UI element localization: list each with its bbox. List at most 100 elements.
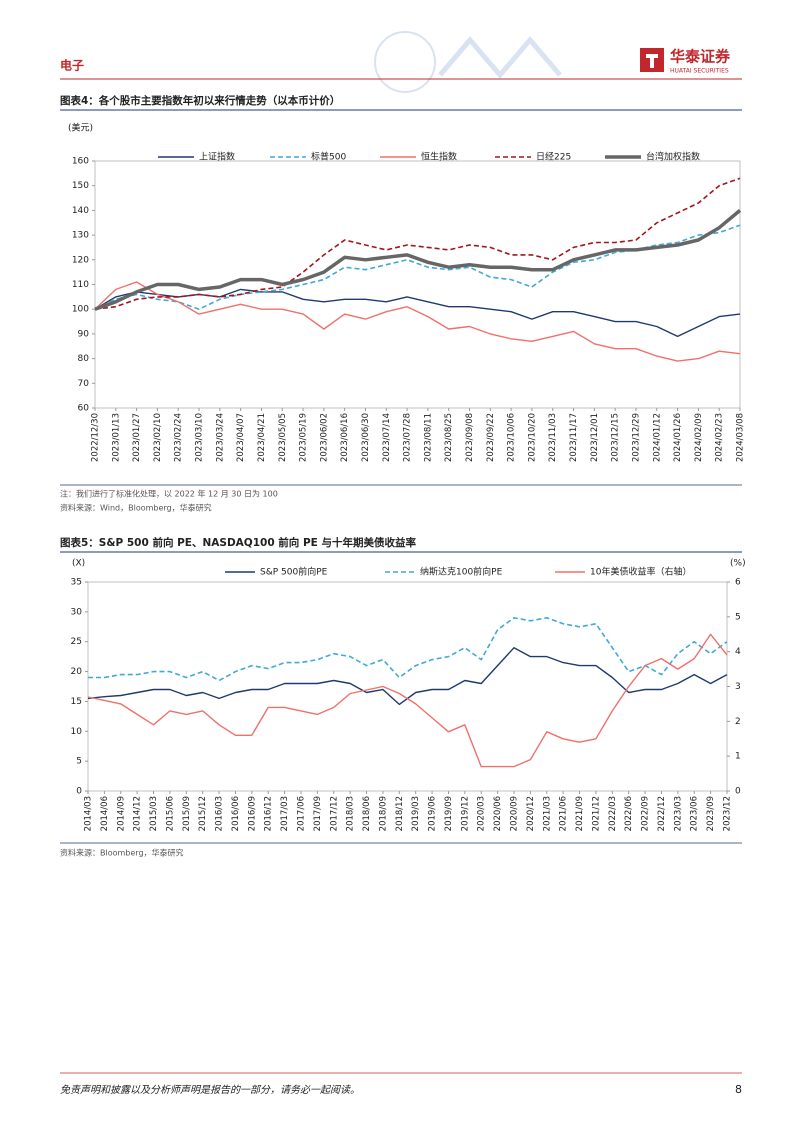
y-tick-label: 140 xyxy=(72,206,89,216)
x-tick-label: 2023/01/27 xyxy=(132,413,142,462)
x-tick-label: 2019/06 xyxy=(428,796,438,831)
y-tick-label: 100 xyxy=(72,305,89,315)
legend-label: 10年美债收益率（右轴） xyxy=(590,566,691,578)
y-tick-label: 90 xyxy=(78,329,90,339)
y-tick-label: 70 xyxy=(78,379,90,389)
chart-title: 图表4：各个股市主要指数年初以来行情走势（以本币计价） xyxy=(60,94,340,107)
x-tick-label: 2014/12 xyxy=(133,796,143,831)
x-tick-label: 2023/12/29 xyxy=(631,413,641,462)
logo-glyph xyxy=(646,54,658,68)
x-tick-label: 2023/07/28 xyxy=(403,413,413,462)
x-tick-label: 2024/01/26 xyxy=(673,413,683,462)
x-tick-label: 2019/03 xyxy=(411,796,421,831)
x-tick-label: 2016/09 xyxy=(247,796,257,831)
x-tick-label: 2020/06 xyxy=(493,796,503,831)
logo-text: 华泰证券 xyxy=(670,48,731,66)
y-tick-label: 5 xyxy=(76,757,82,767)
y-axis-label: (美元) xyxy=(68,122,93,134)
x-tick-label: 2023/10/20 xyxy=(527,413,537,462)
y-tick-label: 120 xyxy=(72,255,89,265)
x-tick-label: 2023/04/07 xyxy=(236,413,246,462)
x-tick-label: 2022/03 xyxy=(608,796,618,831)
x-tick-label: 2021/09 xyxy=(575,796,585,831)
y2-tick-label: 3 xyxy=(735,682,741,692)
x-tick-label: 2022/12 xyxy=(657,796,667,831)
x-tick-label: 2023/05/19 xyxy=(299,413,309,462)
x-tick-label: 2018/12 xyxy=(395,796,405,831)
x-tick-label: 2017/12 xyxy=(329,796,339,831)
y-tick-label: 35 xyxy=(71,578,82,588)
series-line xyxy=(94,209,742,311)
y-tick-label: 80 xyxy=(78,354,90,364)
x-tick-label: 2016/06 xyxy=(231,796,241,831)
x-tick-label: 2023/09 xyxy=(706,796,716,831)
x-tick-label: 2017/03 xyxy=(280,796,290,831)
x-tick-label: 2023/06/02 xyxy=(319,413,329,462)
series-line xyxy=(94,224,741,310)
x-tick-label: 2021/06 xyxy=(559,796,569,831)
chart-title: 图表5：S&P 500 前向 PE、NASDAQ100 前向 PE 与十年期美债… xyxy=(60,536,416,549)
x-tick-label: 2023/12 xyxy=(723,796,733,831)
series-line xyxy=(88,617,728,682)
x-tick-label: 2022/09 xyxy=(641,796,651,831)
x-tick-label: 2024/02/23 xyxy=(715,413,725,462)
y2-tick-label: 4 xyxy=(735,647,741,657)
x-tick-label: 2024/03/08 xyxy=(736,413,746,462)
x-tick-label: 2023/02/10 xyxy=(153,413,163,462)
x-tick-label: 2023/08/11 xyxy=(423,413,433,462)
y-tick-label: 25 xyxy=(71,637,82,647)
logo-sub: HUATAI SECURITIES xyxy=(670,68,729,75)
series-line xyxy=(94,177,741,310)
source: 资料来源：Wind，Bloomberg，华泰研究 xyxy=(60,503,212,513)
legend-label: 上证指数 xyxy=(199,151,235,163)
x-tick-label: 2023/05/05 xyxy=(278,413,288,462)
x-tick-label: 2014/09 xyxy=(116,796,126,831)
y2-tick-label: 2 xyxy=(735,717,741,727)
x-tick-label: 2018/03 xyxy=(346,796,356,831)
y2-tick-label: 1 xyxy=(735,752,741,762)
legend-label: 台湾加权指数 xyxy=(646,151,700,163)
x-tick-label: 2023/03 xyxy=(673,796,683,831)
x-tick-label: 2022/12/30 xyxy=(91,413,101,462)
x-tick-label: 2023/09/22 xyxy=(486,413,496,462)
legend-label: S&P 500前向PE xyxy=(260,566,328,578)
x-tick-label: 2019/12 xyxy=(460,796,470,831)
x-tick-label: 2020/03 xyxy=(477,796,487,831)
y-tick-label: 30 xyxy=(71,607,83,617)
legend-label: 恒生指数 xyxy=(421,151,457,163)
x-tick-label: 2022/06 xyxy=(624,796,634,831)
x-tick-label: 2016/03 xyxy=(215,796,225,831)
x-tick-label: 2023/06/16 xyxy=(340,413,350,462)
legend-label: 标普500 xyxy=(311,151,346,163)
x-tick-label: 2020/12 xyxy=(526,796,536,831)
y-axis-label: (X) xyxy=(72,559,85,569)
note: 注：我们进行了标准化处理，以 2022 年 12 月 30 日为 100 xyxy=(60,489,278,499)
x-tick-label: 2015/06 xyxy=(165,796,175,831)
y-tick-label: 150 xyxy=(72,181,89,191)
x-tick-label: 2015/12 xyxy=(198,796,208,831)
series-line xyxy=(94,281,741,362)
x-tick-label: 2023/12/01 xyxy=(590,413,600,462)
series-line xyxy=(87,633,728,768)
y-tick-label: 110 xyxy=(72,280,89,290)
x-tick-label: 2023/12/15 xyxy=(611,413,621,462)
x-tick-label: 2021/12 xyxy=(591,796,601,831)
series-line xyxy=(94,288,741,338)
y-tick-label: 0 xyxy=(76,787,82,797)
legend-label: 纳斯达克100前向PE xyxy=(420,566,503,578)
x-tick-label: 2024/01/12 xyxy=(652,413,662,462)
x-tick-label: 2014/06 xyxy=(100,796,110,831)
decoration xyxy=(374,31,562,93)
x-tick-label: 2017/09 xyxy=(313,796,323,831)
x-tick-label: 2015/03 xyxy=(149,796,159,831)
x-tick-label: 2017/06 xyxy=(297,796,307,831)
y-tick-label: 20 xyxy=(71,667,83,677)
page-number: 8 xyxy=(735,1083,742,1096)
x-tick-label: 2023/09/08 xyxy=(465,413,475,462)
y-tick-label: 130 xyxy=(72,231,89,241)
y2-tick-label: 6 xyxy=(735,578,741,588)
source: 资料来源：Bloomberg，华泰研究 xyxy=(60,848,184,858)
x-tick-label: 2023/08/25 xyxy=(444,413,454,462)
